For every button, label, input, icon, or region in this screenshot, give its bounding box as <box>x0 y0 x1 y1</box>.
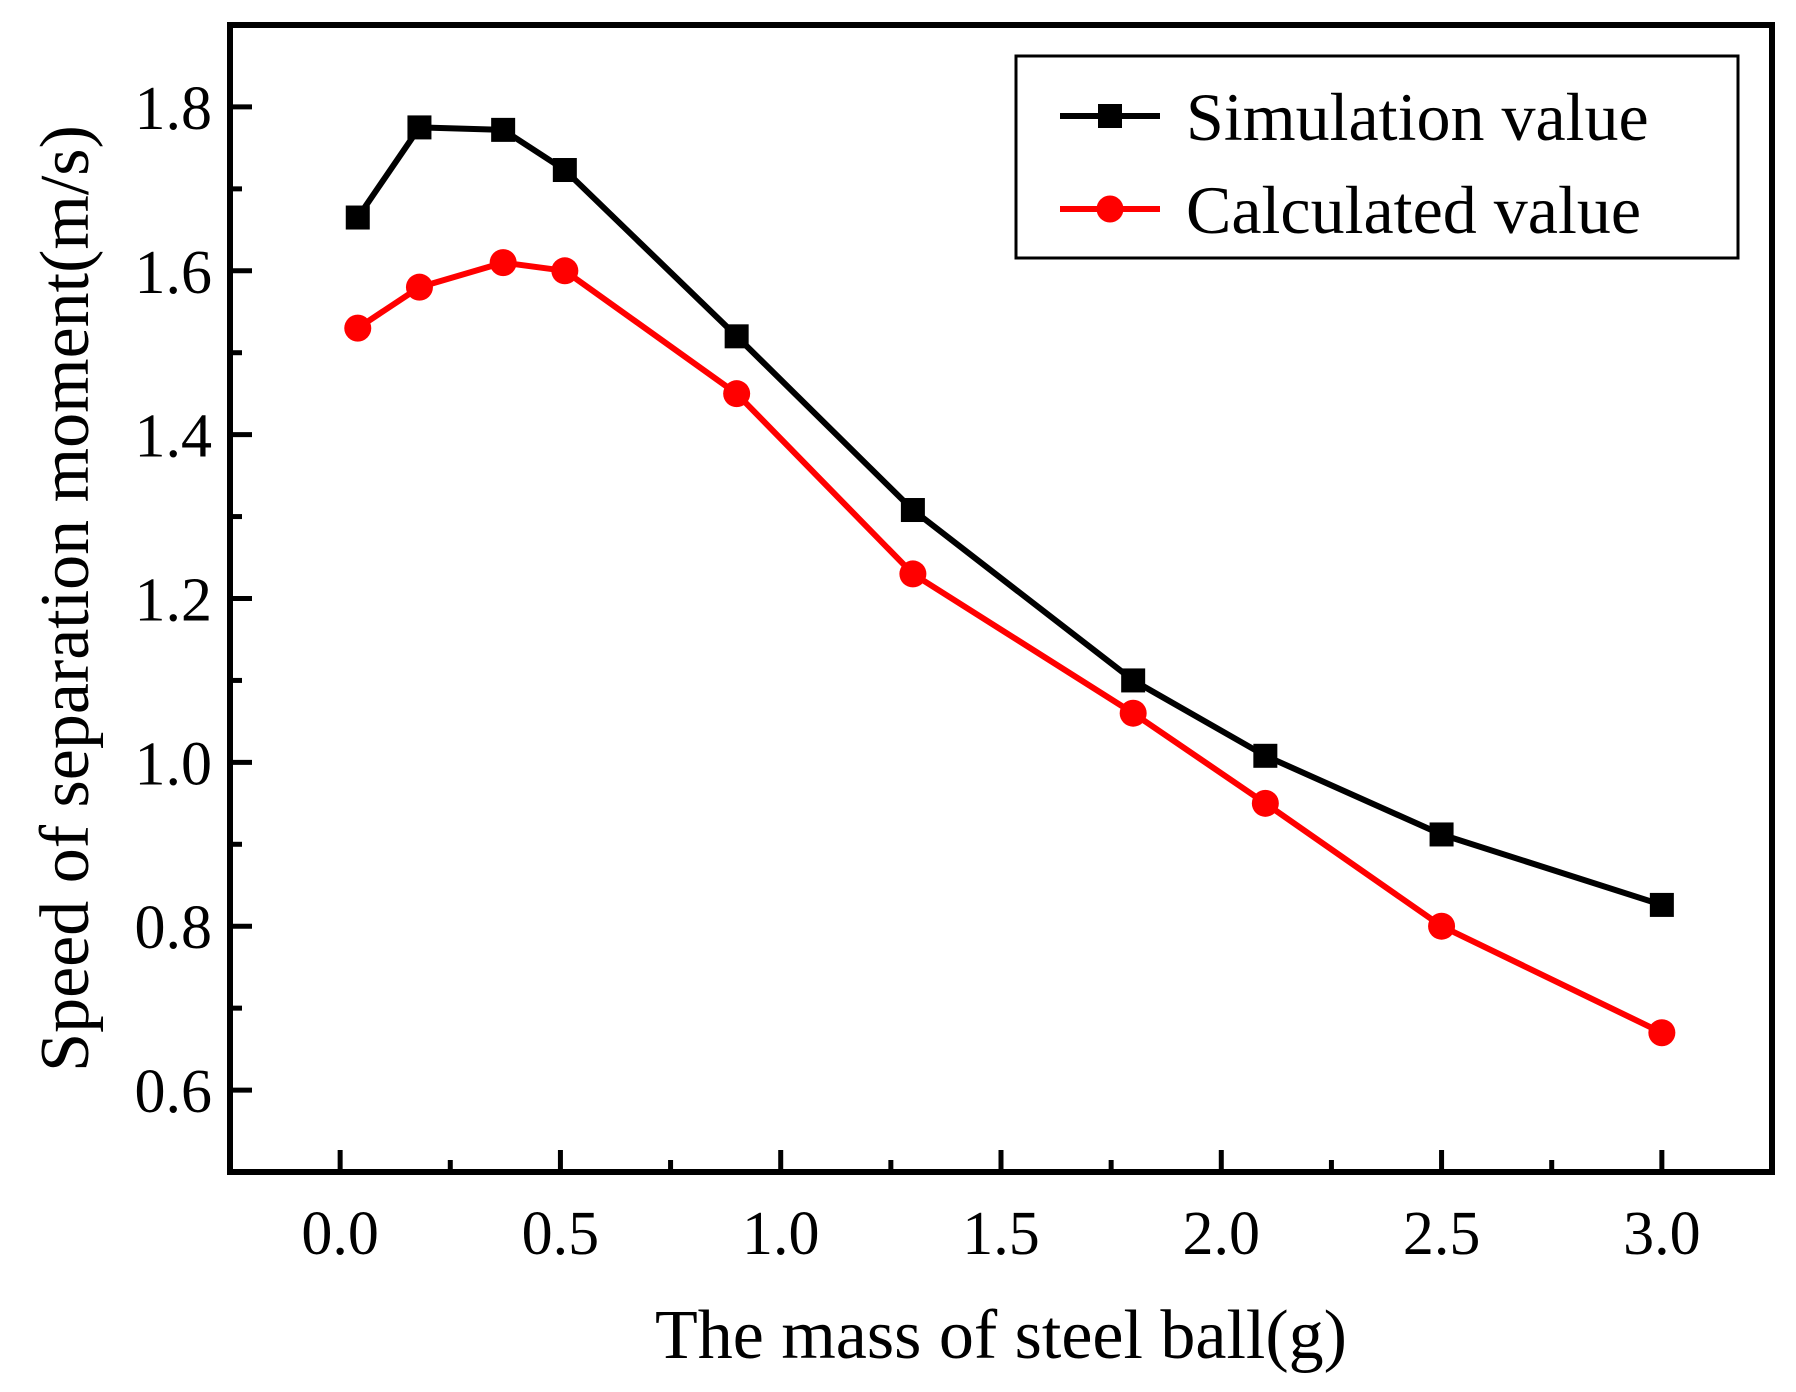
series-layer <box>344 115 1676 1047</box>
legend-label: Simulation value <box>1186 79 1649 155</box>
legend-marker <box>1096 195 1124 223</box>
legend: Simulation value Calculated value <box>1014 54 1740 260</box>
simulation-value-point <box>900 498 925 523</box>
legend-item-calculated-value: Calculated value <box>1060 172 1641 248</box>
simulation-value-series <box>345 115 1674 917</box>
calculated-value-point <box>1251 789 1279 817</box>
calculated-value-series <box>344 249 1676 1047</box>
calculated-value-point <box>405 273 433 301</box>
calculated-value-point <box>489 249 517 277</box>
x-tick-label: 2.0 <box>1183 1200 1261 1268</box>
tick-label-layer: 0.0 0.5 1.0 1.5 2.0 2.5 3.0 0.6 0.8 1.0 1.2 1.4 1.6 1… <box>135 75 1701 1268</box>
x-tick-label: 0.5 <box>522 1200 600 1268</box>
simulation-value-line <box>355 124 1663 908</box>
simulation-value-point <box>1649 892 1674 917</box>
y-tick-label: 0.8 <box>135 894 213 962</box>
calculated-value-line <box>356 259 1664 1036</box>
calculated-value-point <box>551 257 579 285</box>
simulation-value-point <box>552 158 577 183</box>
x-tick-label: 2.5 <box>1403 1200 1481 1268</box>
y-tick-label: 1.0 <box>135 730 213 798</box>
x-tick-label: 1.0 <box>742 1200 820 1268</box>
calculated-value-point <box>344 314 372 342</box>
y-tick-label: 0.6 <box>135 1058 213 1126</box>
simulation-value-point <box>1253 743 1278 768</box>
simulation-value-point <box>407 115 432 140</box>
x-tick-label: 0.0 <box>301 1200 379 1268</box>
simulation-value-point <box>345 205 370 230</box>
x-tick-label: 3.0 <box>1623 1200 1701 1268</box>
simulation-value-point <box>491 117 516 142</box>
y-tick-label: 1.2 <box>135 567 213 635</box>
calculated-value-point <box>1428 912 1456 940</box>
legend-marker <box>1098 104 1122 128</box>
legend-item-simulation-value: Simulation value <box>1060 79 1649 155</box>
y-tick-label: 1.8 <box>135 75 213 143</box>
simulation-value-point <box>1429 822 1454 847</box>
x-tick-label: 1.5 <box>962 1200 1040 1268</box>
y-tick-label: 1.6 <box>135 239 213 307</box>
x-axis-title: The mass of steel ball(g) <box>655 1297 1347 1374</box>
calculated-value-point <box>899 560 927 588</box>
y-tick-label: 1.4 <box>135 403 213 471</box>
calculated-value-point <box>1648 1019 1676 1047</box>
plot-frame <box>227 22 1775 1175</box>
simulation-value-point <box>1121 668 1146 693</box>
legend-label: Calculated value <box>1186 172 1641 248</box>
y-axis-title: Speed of separation moment(m/s) <box>27 125 104 1072</box>
calculated-value-point <box>1119 699 1147 727</box>
calculated-value-point <box>723 380 751 408</box>
simulation-value-point <box>724 324 749 349</box>
legend-box <box>1014 54 1740 260</box>
